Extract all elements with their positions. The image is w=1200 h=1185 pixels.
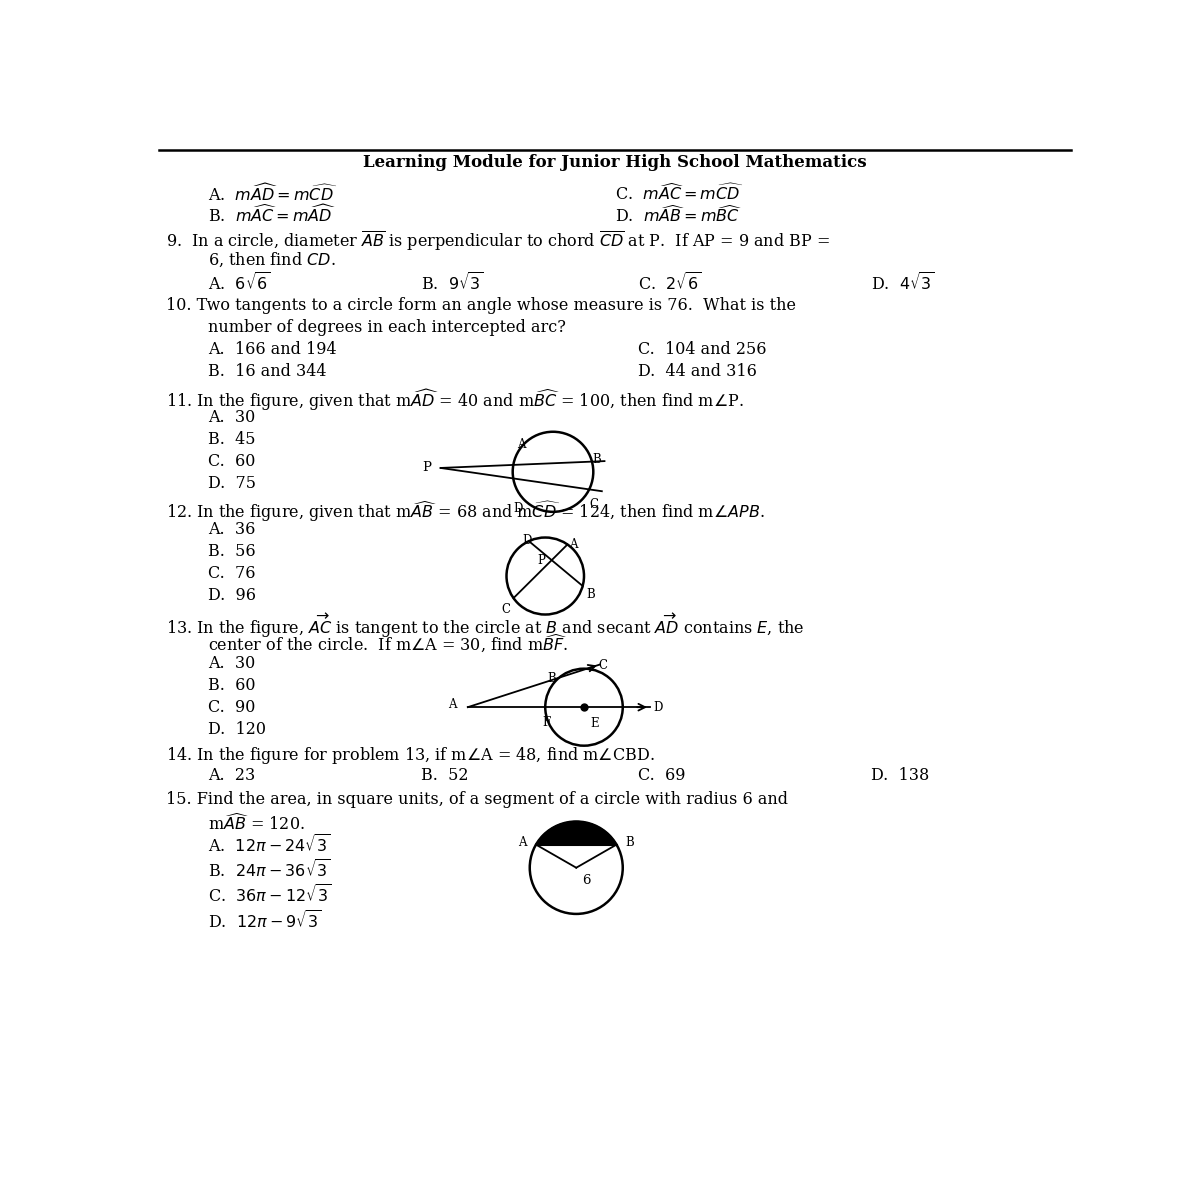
Polygon shape xyxy=(536,821,617,845)
Text: B.  52: B. 52 xyxy=(421,767,469,783)
Text: D.  44 and 316: D. 44 and 316 xyxy=(638,363,757,380)
Text: 14. In the figure for problem 13, if m$\angle$A = 48, find m$\angle$CBD.: 14. In the figure for problem 13, if m$\… xyxy=(166,745,654,766)
Text: A: A xyxy=(570,538,578,551)
Text: P: P xyxy=(422,461,431,474)
Text: D.  $4\sqrt{3}$: D. $4\sqrt{3}$ xyxy=(871,273,935,295)
Text: F: F xyxy=(542,717,551,730)
Text: 15. Find the area, in square units, of a segment of a circle with radius 6 and: 15. Find the area, in square units, of a… xyxy=(166,790,787,808)
Text: C.  104 and 256: C. 104 and 256 xyxy=(638,341,767,358)
Text: B: B xyxy=(593,454,601,467)
Text: D: D xyxy=(514,502,523,515)
Text: P: P xyxy=(536,553,545,566)
Text: C.  60: C. 60 xyxy=(208,453,256,470)
Text: C.  $m\widehat{AC} = m\widehat{CD}$: C. $m\widehat{AC} = m\widehat{CD}$ xyxy=(616,182,744,204)
Text: D.  138: D. 138 xyxy=(871,767,929,783)
Text: A.  30: A. 30 xyxy=(208,655,256,672)
Text: B: B xyxy=(626,835,635,848)
Text: 12. In the figure, given that m$\widehat{AB}$ = 68 and m$\widehat{CD}$ = 124, th: 12. In the figure, given that m$\widehat… xyxy=(166,499,764,524)
Text: 10. Two tangents to a circle form an angle whose measure is 76.  What is the: 10. Two tangents to a circle form an ang… xyxy=(166,297,796,314)
Text: C.  $2\sqrt{6}$: C. $2\sqrt{6}$ xyxy=(638,273,702,295)
Text: B.  16 and 344: B. 16 and 344 xyxy=(208,363,326,380)
Text: 11. In the figure, given that m$\widehat{AD}$ = 40 and m$\widehat{BC}$ = 100, th: 11. In the figure, given that m$\widehat… xyxy=(166,387,743,412)
Text: 6: 6 xyxy=(582,873,590,886)
Text: A: A xyxy=(517,438,526,451)
Text: C: C xyxy=(502,603,510,616)
Text: D: D xyxy=(654,700,664,713)
Text: 9.  In a circle, diameter $\overline{AB}$ is perpendicular to chord $\overline{C: 9. In a circle, diameter $\overline{AB}$… xyxy=(166,229,829,254)
Text: D: D xyxy=(522,534,532,547)
Text: 13. In the figure, $\overrightarrow{AC}$ is tangent to the circle at $B$ and sec: 13. In the figure, $\overrightarrow{AC}$… xyxy=(166,611,804,640)
Text: A.  $m\widehat{AD} = m\widehat{CD}$: A. $m\widehat{AD} = m\widehat{CD}$ xyxy=(208,182,337,205)
Text: B.  $24\pi - 36\sqrt{3}$: B. $24\pi - 36\sqrt{3}$ xyxy=(208,860,331,882)
Text: A.  $12\pi - 24\sqrt{3}$: A. $12\pi - 24\sqrt{3}$ xyxy=(208,834,331,857)
Text: 6, then find $CD$.: 6, then find $CD$. xyxy=(208,251,336,269)
Text: C: C xyxy=(589,498,599,511)
Text: A.  166 and 194: A. 166 and 194 xyxy=(208,341,337,358)
Text: C.  $36\pi - 12\sqrt{3}$: C. $36\pi - 12\sqrt{3}$ xyxy=(208,885,331,908)
Text: C.  69: C. 69 xyxy=(638,767,685,783)
Text: Learning Module for Junior High School Mathematics: Learning Module for Junior High School M… xyxy=(364,154,866,171)
Text: D.  75: D. 75 xyxy=(208,475,256,492)
Text: A.  30: A. 30 xyxy=(208,409,256,427)
Text: A: A xyxy=(448,698,456,711)
Text: m$\widehat{AB}$ = 120.: m$\widehat{AB}$ = 120. xyxy=(208,813,305,834)
Text: B.  60: B. 60 xyxy=(208,677,256,693)
Text: D.  96: D. 96 xyxy=(208,587,256,604)
Text: B.  56: B. 56 xyxy=(208,543,256,559)
Text: D.  120: D. 120 xyxy=(208,720,266,737)
Text: A.  $6\sqrt{6}$: A. $6\sqrt{6}$ xyxy=(208,273,271,295)
Text: center of the circle.  If m$\angle$A = 30, find m$\widehat{BF}$.: center of the circle. If m$\angle$A = 30… xyxy=(208,633,568,655)
Text: A.  23: A. 23 xyxy=(208,767,256,783)
Text: B.  $9\sqrt{3}$: B. $9\sqrt{3}$ xyxy=(421,273,484,295)
Text: B.  $m\widehat{AC} = m\widehat{AD}$: B. $m\widehat{AC} = m\widehat{AD}$ xyxy=(208,205,336,226)
Text: D.  $12\pi - 9\sqrt{3}$: D. $12\pi - 9\sqrt{3}$ xyxy=(208,910,322,933)
Text: C.  76: C. 76 xyxy=(208,565,256,582)
Text: B.  45: B. 45 xyxy=(208,431,256,448)
Text: C: C xyxy=(599,659,607,672)
Text: A: A xyxy=(518,835,527,848)
Text: number of degrees in each intercepted arc?: number of degrees in each intercepted ar… xyxy=(208,319,566,337)
Text: B: B xyxy=(547,672,556,685)
Text: B: B xyxy=(586,588,595,601)
Text: C.  90: C. 90 xyxy=(208,699,256,716)
Text: E: E xyxy=(590,717,599,730)
Text: A.  36: A. 36 xyxy=(208,521,256,538)
Text: D.  $m\widehat{AB} = m\widehat{BC}$: D. $m\widehat{AB} = m\widehat{BC}$ xyxy=(616,205,743,226)
